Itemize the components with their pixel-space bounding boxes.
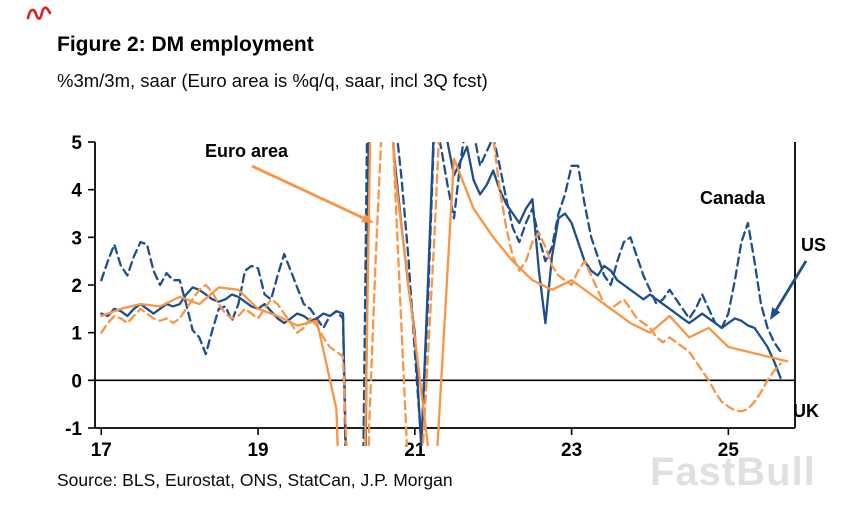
watermark: FastBull	[650, 450, 816, 494]
series-line-canada	[100, 142, 782, 446]
series-line-euro-area	[100, 142, 789, 446]
annotation-label-canada: Canada	[700, 188, 766, 208]
x-tick-label: 25	[718, 440, 740, 461]
plot-area	[100, 142, 789, 446]
series-line-uk	[100, 142, 782, 446]
chart-title: Figure 2: DM employment	[57, 33, 314, 56]
source-note: Source: BLS, Eurostat, ONS, StatCan, J.P…	[57, 470, 453, 490]
annotation-label-euro-area: Euro area	[205, 141, 289, 161]
series-line-us	[100, 142, 782, 446]
annotation-arrow-euro-area	[251, 164, 367, 221]
red-scribble-logo-icon	[26, 6, 52, 21]
annotation-arrow-us	[773, 260, 808, 314]
annotation-arrowhead-us	[770, 307, 781, 320]
y-tick-label: 3	[71, 228, 82, 249]
annotation-label-us: US	[801, 235, 826, 255]
y-tick-label: 0	[71, 371, 82, 392]
x-tick-label: 17	[91, 440, 112, 461]
x-tick-label: 23	[561, 440, 582, 461]
y-tick-label: 5	[71, 133, 82, 154]
y-tick-label: 2	[71, 276, 82, 297]
y-tick-label: 4	[71, 181, 82, 202]
x-tick-label: 19	[247, 440, 268, 461]
y-tick-label: 1	[71, 324, 82, 345]
annotation-arrowhead-euro-area	[361, 213, 374, 223]
chart-subtitle: %3m/3m, saar (Euro area is %q/q, saar, i…	[57, 70, 488, 91]
y-tick-label: -1	[65, 419, 82, 440]
annotation-label-uk: UK	[793, 401, 819, 421]
